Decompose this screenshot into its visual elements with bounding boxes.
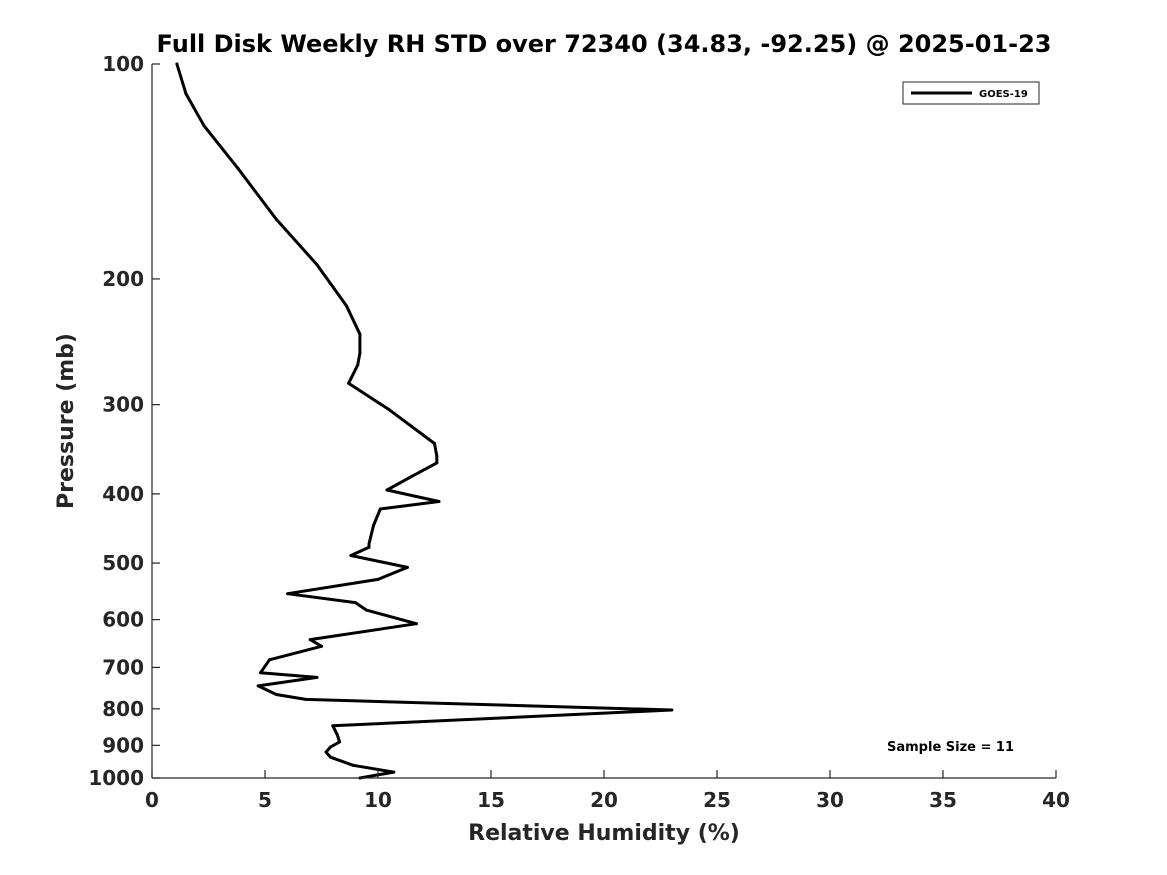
y-axis-label: Pressure (mb) [54,333,79,509]
legend-label-goes-19: GOES-19 [979,89,1028,100]
data-point [392,770,396,774]
data-point [378,507,382,511]
x-tick-label: 40 [1042,788,1070,812]
data-point [338,740,342,744]
data-point [308,638,312,642]
data-point [329,745,332,749]
data-point [435,454,439,458]
y-tick-label: 200 [102,267,144,291]
data-point [184,92,188,96]
y-tick-label: 900 [102,733,144,757]
data-point [358,332,362,336]
data-point [304,697,308,701]
legend: GOES-19 [902,81,1040,105]
data-point [349,554,353,557]
data-point [372,524,375,527]
x-tick-label: 0 [145,788,159,812]
data-point [329,755,332,759]
data-point [202,124,206,128]
plot-area [175,62,674,780]
y-tick-label: 700 [102,655,144,679]
y-tick-label: 300 [102,393,144,417]
data-point [175,62,179,66]
data-point [274,693,278,696]
x-tick-label: 20 [590,788,618,812]
data-point [358,351,362,355]
y-tick-label: 100 [102,52,144,76]
x-tick-label: 30 [816,788,844,812]
x-tick-label: 15 [477,788,505,812]
data-point [365,608,369,612]
x-tick-label: 35 [929,788,957,812]
chart-title: Full Disk Weekly RH STD over 72340 (34.8… [157,30,1052,58]
data-point [376,577,380,581]
x-axis-label: Relative Humidity (%) [468,821,740,846]
data-point [414,622,418,626]
data-point [433,442,436,445]
y-tick-label: 600 [102,608,144,632]
data-point [320,644,323,648]
data-point [335,733,339,737]
data-point [437,500,441,503]
data-point [268,658,271,662]
data-point [356,363,360,367]
data-point [331,724,335,728]
data-point [385,488,389,492]
data-point [286,592,290,596]
data-point [236,166,240,170]
x-axis-ticks: 0 5 10 15 20 25 30 35 40 [145,770,1070,812]
y-axis-ticks: 100 200 300 400 500 600 700 800 900 1000 [88,52,160,790]
data-point [353,601,357,605]
x-tick-label: 10 [364,788,392,812]
data-point [435,461,439,465]
y-tick-label: 500 [102,551,144,575]
data-point [259,671,262,675]
data-point [367,545,371,549]
data-point [347,381,351,385]
data-point [410,474,414,478]
data-point [367,542,371,546]
x-tick-label: 5 [258,788,272,812]
data-point [324,750,328,754]
y-tick-label: 400 [102,482,144,506]
data-point [256,684,260,688]
data-point [315,263,319,267]
data-point [351,763,355,767]
data-point [274,217,278,221]
data-points [175,62,674,780]
data-point [387,408,391,412]
y-tick-label: 1000 [88,766,144,790]
data-point [405,565,409,569]
x-tick-label: 25 [703,788,731,812]
y-tick-label: 800 [102,697,144,721]
data-point [670,708,674,712]
data-point [315,675,319,679]
data-point [344,304,348,308]
sample-size-annotation: Sample Size = 11 [887,740,1014,755]
